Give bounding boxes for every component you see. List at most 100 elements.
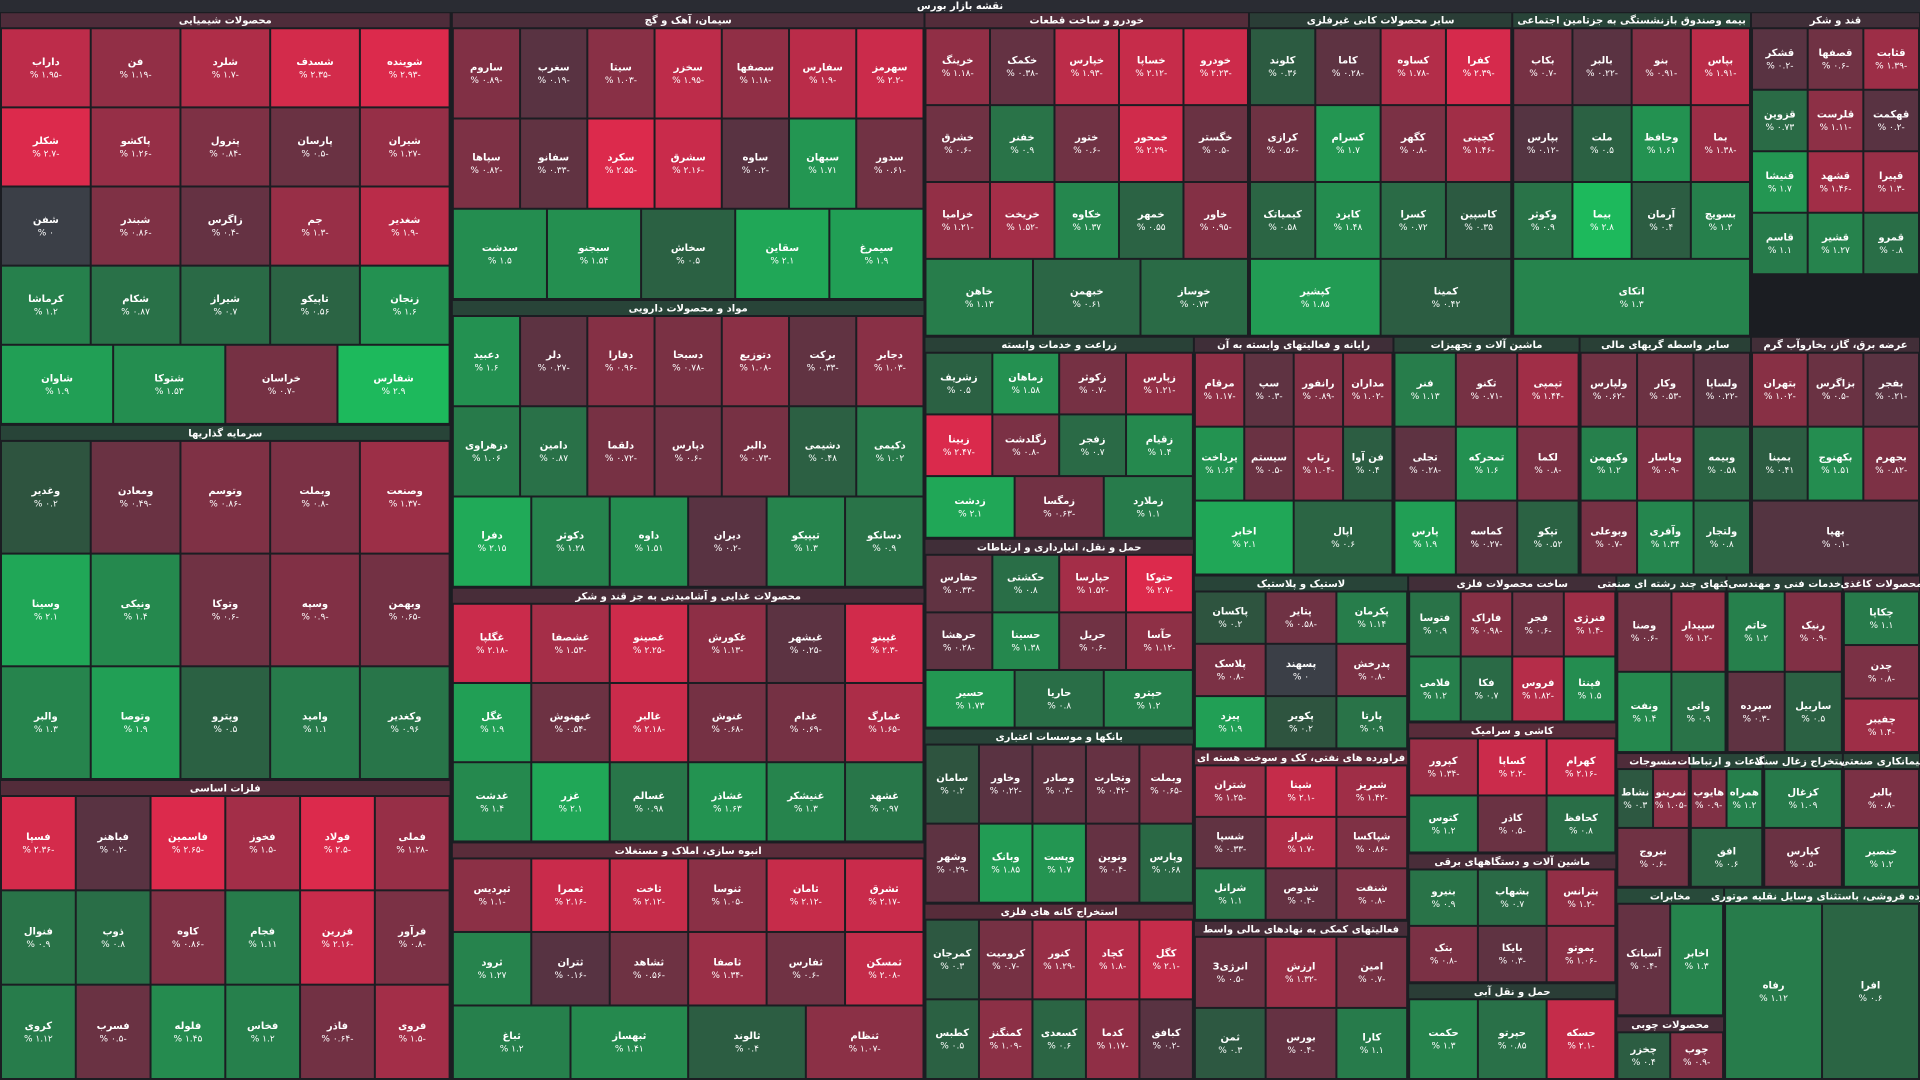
stock-name: خودرو <box>1199 56 1231 67</box>
stock-tile <box>767 859 845 931</box>
stock-name: بمپنا <box>1769 453 1791 464</box>
stock-change: ۱.۹ % <box>45 387 69 397</box>
stock-tile <box>1632 29 1690 105</box>
stock-tile <box>226 891 300 984</box>
stock-change: -۰.۲۱ % <box>1875 392 1907 402</box>
stock-tile <box>979 745 1032 823</box>
stock-change: -۰.۵ % <box>1789 860 1816 870</box>
stock-change: -۰.۹ % <box>301 612 328 622</box>
stock-change: ۱.۳ % <box>34 725 58 735</box>
stock-tile <box>979 1000 1032 1078</box>
stock-change: ۰.۲ % <box>1289 725 1313 735</box>
stock-name: شتران <box>1214 780 1246 791</box>
stock-change: -۰.۸۶ % <box>172 940 204 950</box>
stock-tile <box>1728 592 1784 671</box>
group-header <box>1409 854 1616 869</box>
stock-name: وسپه <box>302 599 328 610</box>
stock-change: ۰.۵ % <box>676 256 700 266</box>
stock-change: ۰.۹ % <box>1010 146 1034 156</box>
stock-tile <box>360 266 449 344</box>
stock-change: ۱.۵۴ % <box>580 256 609 266</box>
stock-change: ۰.۷ % <box>1500 900 1524 910</box>
stock-change: ۱.۴۱ % <box>615 1045 644 1055</box>
stock-name: کساپا <box>1499 756 1526 767</box>
stock-change: -۱.۳۴ % <box>711 971 743 981</box>
group-header <box>1752 337 1919 352</box>
stock-change: -۱.۰۳ % <box>874 364 906 374</box>
stock-change: -۱.۹۳ % <box>1071 69 1103 79</box>
stock-tile <box>521 407 587 496</box>
stock-tile <box>1316 29 1380 105</box>
stock-change: ۰.۹ % <box>1423 626 1447 636</box>
stock-change: -۱.۴۶ % <box>1463 146 1495 156</box>
stock-name: پکویر <box>1287 711 1314 722</box>
stock-tile <box>1 891 75 984</box>
stock-name: پتایر <box>1289 607 1312 618</box>
stock-name: قنیشا <box>1766 171 1795 182</box>
stock-name: سپ <box>1259 379 1280 390</box>
stock-change: -۰.۸ % <box>1534 466 1561 476</box>
stock-name: کساوه <box>1397 56 1429 67</box>
stock-change: -۲.۲ % <box>1499 769 1526 779</box>
stock-name: ولساپا <box>1706 379 1737 390</box>
stock-change: ۱.۲ % <box>1869 860 1893 870</box>
stock-name: فلامی <box>1420 678 1450 689</box>
stock-name: نمرینو <box>1655 787 1687 798</box>
stock-change: ۲.۱ % <box>958 509 982 519</box>
stock-tile <box>610 604 688 682</box>
group-title: حمل و نقل، انبارداری و ارتباطات <box>977 542 1142 553</box>
stock-change: -۱.۱۷ % <box>1204 392 1236 402</box>
stock-tile <box>532 604 609 682</box>
stock-name: وپترو <box>211 712 239 723</box>
stock-name: زگلدشت <box>1005 432 1047 445</box>
stock-tile <box>1694 427 1750 500</box>
stock-name: دپارس <box>672 440 704 451</box>
stock-name: غبهنوش <box>550 712 592 723</box>
stock-tile <box>990 29 1054 105</box>
stock-change: ۱.۵۱ % <box>1821 466 1850 476</box>
stock-tile <box>453 497 531 586</box>
stock-change: ۱.۲۸ % <box>556 544 585 554</box>
stock-change: -۲.۵ % <box>324 846 351 856</box>
stock-name: کسرام <box>1331 133 1364 144</box>
stock-name: وخاور <box>990 773 1020 784</box>
stock-tile <box>226 985 300 1078</box>
stock-change: -۱.۳ % <box>301 229 328 239</box>
stock-tile <box>1294 501 1392 574</box>
stock-name: بیما <box>1593 209 1611 220</box>
stock-tile <box>114 345 225 423</box>
stock-name: فپنتا <box>1578 678 1601 689</box>
stock-change: ۰.۵۲ % <box>1534 540 1563 550</box>
stock-tile <box>722 119 789 208</box>
stock-name: دعبید <box>474 350 500 361</box>
stock-name: بهپا <box>1826 527 1844 538</box>
stock-tile <box>181 266 270 344</box>
stock-tile <box>1195 644 1265 696</box>
stock-name: کمنگنز <box>988 1026 1022 1039</box>
stock-name: شغدیر <box>388 215 420 226</box>
stock-name: امین <box>1360 961 1383 972</box>
stock-change: ۱.۶۴ % <box>1205 466 1234 476</box>
stock-change: -۱.۲۱ % <box>942 223 974 233</box>
stock-name: حپترو <box>1133 688 1162 699</box>
group-title: ماشین آلات و تجهیزات <box>1431 338 1543 351</box>
stock-name: کماسه <box>1470 527 1502 538</box>
stock-change: ۰.۴۱ % <box>1765 466 1794 476</box>
stock-change: -۰.۶۵ % <box>1150 787 1182 797</box>
stock-change: -۱.۴۲ % <box>1356 794 1388 804</box>
stock-name: داوه <box>639 531 660 542</box>
stock-tile <box>926 259 1032 335</box>
stock-change: ۰.۵ % <box>213 725 237 735</box>
stock-change: ۱.۶ % <box>393 308 417 318</box>
stock-change: -۲.۱۲ % <box>1135 69 1167 79</box>
group-header <box>1194 576 1408 591</box>
stock-name: فتوسا <box>1420 613 1451 624</box>
stock-tile <box>2 187 90 265</box>
stock-name: کچاد <box>1102 949 1124 960</box>
stock-name: وتجارت <box>1094 773 1131 784</box>
group-title: بیمه وصندوق بازنشستگی به جزتامین اجتماعی <box>1517 14 1745 27</box>
group-title: سیمان، آهک و گچ <box>645 14 732 27</box>
stock-tile <box>1033 920 1085 999</box>
stock-tile <box>1184 182 1247 258</box>
group-header <box>1617 1017 1724 1032</box>
